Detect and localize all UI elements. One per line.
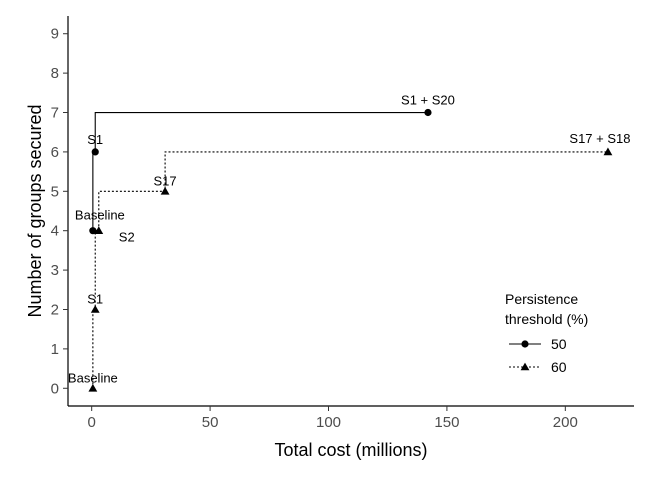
legend-key-marker-60 xyxy=(520,362,530,371)
data-point-50 xyxy=(89,227,97,235)
data-point-60 xyxy=(90,305,100,313)
data-point-60 xyxy=(160,186,170,195)
data-point-60 xyxy=(603,147,613,156)
legend-label-60: 60 xyxy=(551,359,567,375)
legend-title-line-1: Persistence xyxy=(505,291,578,307)
legend-label-50: 50 xyxy=(551,336,567,352)
data-point-60 xyxy=(88,383,98,392)
y-tick-label: 0 xyxy=(51,380,59,397)
y-tick-label: 7 xyxy=(51,105,59,122)
legend-title-line-2: threshold (%) xyxy=(505,311,588,327)
point-label: S2 xyxy=(119,230,135,245)
point-label: Baseline xyxy=(68,370,118,385)
point-labels: Baseline S1 S1 + S20 Baseline S1 S2 S17 S17 + S… xyxy=(68,93,631,386)
x-tick-label: 200 xyxy=(553,414,578,431)
axes: 0 50 100 150 200 0 1 2 3 4 5 6 7 8 9 xyxy=(51,16,634,431)
point-label: S1 xyxy=(87,291,103,306)
point-label: S17 + S18 xyxy=(569,131,630,146)
x-tick-label: 0 xyxy=(88,414,96,431)
data-point-50 xyxy=(424,108,432,117)
point-label: S1 + S20 xyxy=(401,93,455,108)
point-label: S17 xyxy=(154,173,177,188)
y-tick-label: 5 xyxy=(51,183,59,200)
y-tick-label: 9 xyxy=(51,26,59,43)
legend-key-marker-50 xyxy=(521,340,529,348)
data-point-60 xyxy=(94,226,104,234)
y-tick-label: 1 xyxy=(51,341,59,358)
x-tick-label: 50 xyxy=(202,414,219,431)
series-lines xyxy=(92,111,608,389)
y-axis-title: Number of groups secured xyxy=(25,104,45,317)
y-tick-label: 2 xyxy=(51,301,59,318)
x-axis-title: Total cost (millions) xyxy=(274,440,427,460)
point-label: Baseline xyxy=(75,208,125,223)
point-label: S1 xyxy=(87,132,103,147)
y-tick-label: 3 xyxy=(51,262,59,279)
series-line-50 xyxy=(92,111,428,231)
series-points xyxy=(88,108,613,392)
y-tick-label: 8 xyxy=(51,65,59,82)
y-tick-label: 4 xyxy=(51,223,59,240)
y-tick-label: 6 xyxy=(51,144,59,161)
data-point-50 xyxy=(91,148,99,156)
x-tick-label: 100 xyxy=(316,414,341,431)
x-tick-label: 150 xyxy=(434,414,459,431)
